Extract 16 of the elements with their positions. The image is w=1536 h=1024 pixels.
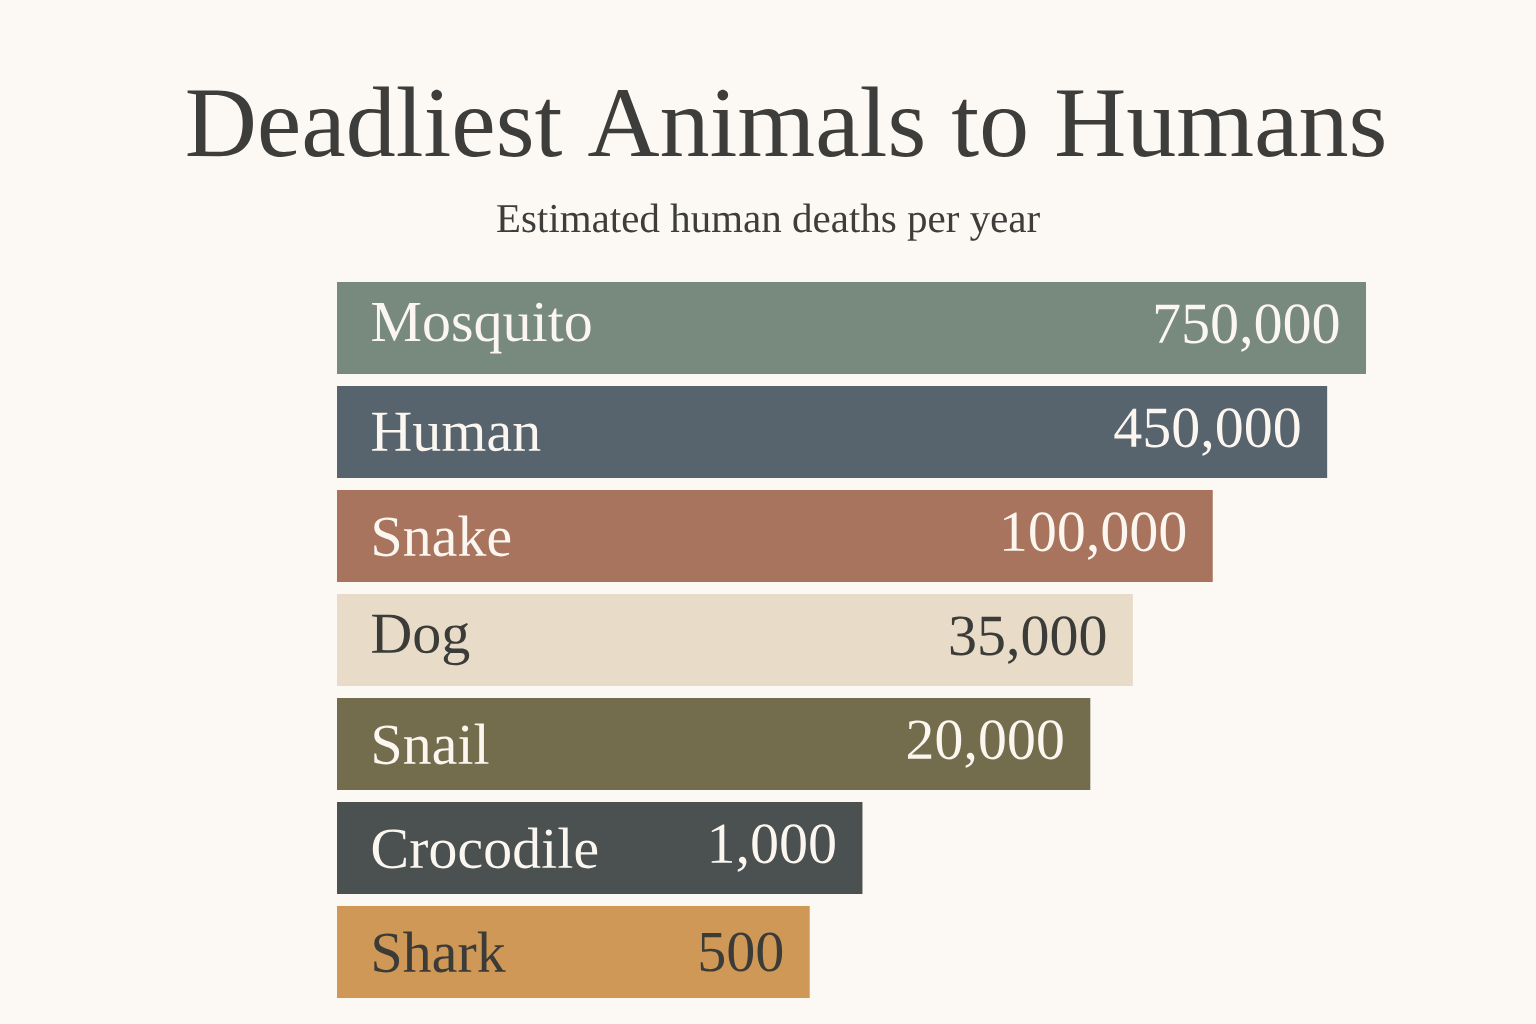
data-label: 500 xyxy=(700,932,783,972)
y-tick-label: Snail xyxy=(374,723,489,765)
y-tick-label: Mosquito xyxy=(372,302,591,354)
data-label: 1,000 xyxy=(711,824,835,872)
data-label: 35,000 xyxy=(950,616,1106,664)
y-tick-label: Human xyxy=(372,412,541,452)
y-tick-label: Snake xyxy=(374,515,511,557)
y-tick-label: Crocodile xyxy=(372,827,598,869)
y-tick-label: Dog xyxy=(372,614,470,666)
data-label: 450,000 xyxy=(1114,408,1300,456)
data-label: 100,000 xyxy=(1003,512,1186,560)
y-tick-label: Shark xyxy=(374,931,506,973)
data-label: 750,000 xyxy=(1155,304,1339,352)
data-label: 20,000 xyxy=(907,720,1063,768)
chart-subtitle: Estimated human deaths per year xyxy=(497,203,1040,241)
chart-title: Deadliest Animals to Humans xyxy=(187,86,1384,157)
